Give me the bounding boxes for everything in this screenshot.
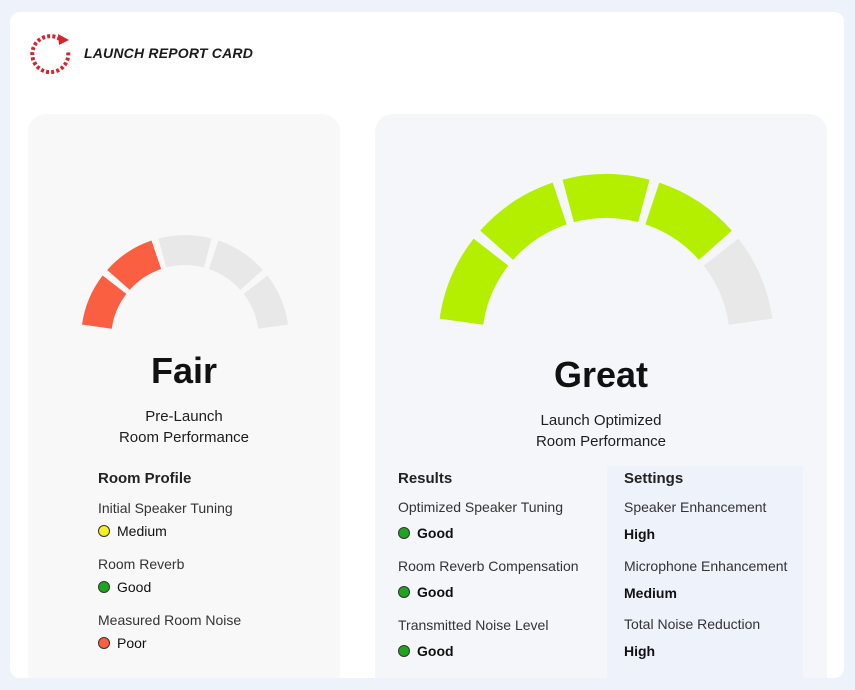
speaker-enhancement-value: High — [624, 526, 656, 542]
launch-rating: Great — [553, 354, 649, 395]
pre-launch-subtitle: Pre-Launch Room Performance — [28, 406, 340, 448]
pre-launch-subtitle-line1: Pre-Launch — [145, 408, 223, 425]
measured-room-noise-label: Measured Room Noise — [98, 612, 242, 628]
microphone-enhancement-value: Medium — [624, 585, 677, 601]
header: LAUNCH REPORT CARD — [28, 30, 253, 76]
launch-gauge — [439, 174, 773, 325]
launch-gauge-segment-5 — [703, 238, 773, 325]
room-reverb-compensation-label: Room Reverb Compensation — [398, 558, 579, 574]
total-noise-reduction-label: Total Noise Reduction — [624, 616, 761, 632]
page-title: LAUNCH REPORT CARD — [84, 45, 254, 61]
status-dot-poor — [98, 637, 110, 649]
pre-launch-panel: Fair Pre-Launch Room Performance Room Pr… — [28, 114, 340, 678]
transmitted-noise-level-value: Good — [398, 643, 454, 659]
status-dot-good — [98, 581, 110, 593]
total-noise-reduction-value: High — [624, 643, 656, 659]
room-profile-heading: Room Profile — [98, 470, 192, 487]
launch-subtitle-line1: Launch Optimized — [540, 412, 662, 429]
microphone-enhancement-label: Microphone Enhancement — [624, 558, 788, 574]
pre-launch-gauge-segment-3 — [158, 235, 212, 268]
initial-speaker-tuning-value: Medium — [98, 523, 167, 539]
launch-gauge-segment-3 — [562, 174, 650, 223]
launch-subtitle-line2: Room Performance — [535, 433, 667, 450]
room-reverb-value: Good — [98, 579, 151, 595]
launch-gauge-segment-2 — [480, 182, 567, 260]
room-reverb-label: Room Reverb — [98, 556, 185, 572]
status-dot-good — [398, 645, 410, 657]
status-dot-good — [398, 527, 410, 539]
settings-column-background — [607, 466, 803, 678]
launch-gauge-segment-1 — [439, 238, 509, 325]
room-reverb-compensation-value: Good — [398, 584, 454, 600]
pre-launch-subtitle-line2: Room Performance — [118, 429, 250, 446]
settings-heading: Settings — [624, 470, 684, 487]
optimized-speaker-tuning-label: Optimized Speaker Tuning — [398, 499, 563, 515]
pre-launch-gauge-segment-5 — [243, 275, 288, 329]
report-card: LAUNCH REPORT CARD Fair Pre-Launch Room … — [10, 12, 844, 678]
launch-logo-icon — [30, 34, 71, 75]
pre-launch-gauge-segment-2 — [107, 240, 162, 290]
results-heading: Results — [398, 470, 453, 487]
launch-panel: Great Launch Optimized Room Performance … — [375, 114, 827, 678]
initial-speaker-tuning-label: Initial Speaker Tuning — [98, 500, 233, 516]
status-dot-good — [398, 586, 410, 598]
pre-launch-gauge-segment-1 — [82, 275, 127, 329]
pre-launch-rating: Fair — [150, 350, 218, 391]
pre-launch-gauge — [82, 235, 288, 329]
pre-launch-gauge-segment-4 — [208, 240, 263, 290]
speaker-enhancement-label: Speaker Enhancement — [624, 499, 767, 515]
transmitted-noise-level-label: Transmitted Noise Level — [398, 617, 549, 633]
optimized-speaker-tuning-value: Good — [398, 525, 454, 541]
launch-gauge-segment-4 — [645, 182, 732, 260]
launch-subtitle: Launch Optimized Room Performance — [375, 410, 827, 452]
status-dot-medium — [98, 525, 110, 537]
measured-room-noise-value: Poor — [98, 635, 147, 651]
